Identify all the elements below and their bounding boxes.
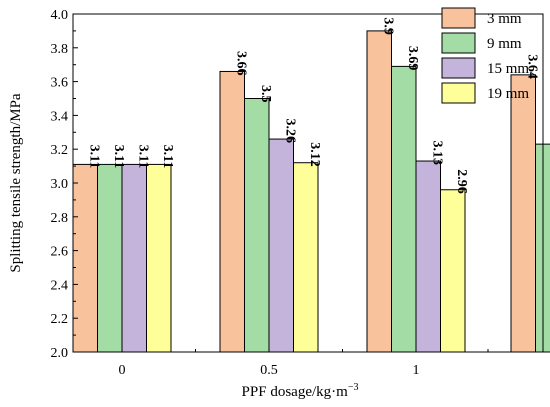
bar-9mm-dosage-0.5	[244, 98, 270, 353]
x-axis-title: PPF dosage/kg·m−3	[242, 382, 359, 400]
bar-3mm-dosage-0.5	[219, 70, 245, 353]
data-label-19mm-dosage-1: 2.96	[454, 169, 469, 194]
data-label-15mm-dosage-0.5: 3.26	[282, 119, 297, 144]
bar-19mm-dosage-0	[146, 163, 172, 353]
bar-19mm-dosage-0.5	[293, 162, 319, 353]
x-axis-title-main: PPF dosage/kg·m	[242, 384, 349, 400]
y-axis: 2.0 2.2 2.4 2.6 2.8 3.0 3.2 3.4 3.6 3.8 4.0	[51, 8, 78, 361]
data-label-3mm-dosage-1: 3.9	[380, 17, 395, 35]
bar-15mm-dosage-1	[415, 160, 441, 353]
y-tick-label: 3.0	[51, 177, 69, 192]
data-label-15mm-dosage-0: 3.11	[135, 145, 150, 169]
data-label-19mm-dosage-0.5: 3.12	[307, 142, 322, 167]
y-axis-title: Splitting tensile strength/MPa	[8, 93, 24, 273]
bar-3mm-dosage-1	[366, 30, 392, 353]
data-label-19mm-dosage-0: 3.11	[160, 145, 175, 169]
data-labels-layer: 3.11 3.11 3.11 3.11 3.66 3.5 3.26 3.12 3.9 3.69 3.…	[86, 17, 550, 194]
legend-swatch-19mm	[441, 82, 476, 104]
data-label-3mm-dosage-0: 3.11	[86, 145, 101, 169]
bar-9mm-dosage-1	[391, 65, 417, 353]
data-label-9mm-dosage-0: 3.11	[111, 145, 126, 169]
bar-3mm-dosage-1.5	[510, 74, 536, 353]
x-tick-label: 0.5	[260, 363, 278, 378]
legend-swatch-3mm	[441, 7, 476, 29]
y-tick-label: 3.2	[51, 143, 69, 158]
bar-15mm-dosage-0.5	[268, 138, 294, 353]
y-tick-label: 2.4	[51, 278, 69, 293]
x-tick-label: 0	[119, 363, 126, 378]
x-axis-title-superscript: −3	[348, 382, 359, 393]
legend-label-19mm: 19 mm	[487, 86, 529, 102]
y-tick-label: 2.0	[51, 346, 69, 361]
bar-19mm-dosage-1	[440, 189, 466, 353]
data-label-9mm-dosage-1.5: 3.23	[549, 124, 550, 149]
legend-swatch-15mm	[441, 57, 476, 79]
y-tick-label: 2.2	[51, 312, 69, 327]
y-tick-label: 2.6	[51, 245, 69, 260]
y-tick-label: 4.0	[51, 8, 69, 23]
legend-label-3mm: 3 mm	[487, 11, 522, 27]
y-tick-label: 2.8	[51, 211, 69, 226]
data-label-3mm-dosage-0.5: 3.66	[233, 51, 248, 76]
legend: 3 mm 9 mm 15 mm 19 mm	[441, 7, 529, 104]
x-tick-label: 1	[413, 363, 420, 378]
data-label-15mm-dosage-1: 3.13	[429, 141, 444, 166]
bar-15mm-dosage-0	[121, 163, 147, 353]
y-tick-label: 3.6	[51, 76, 69, 91]
bar-3mm-dosage-0	[72, 163, 98, 353]
x-axis: 00.511.5	[119, 347, 489, 378]
y-tick-label: 3.8	[51, 42, 69, 57]
bars-layer	[72, 30, 550, 353]
legend-swatch-9mm	[441, 32, 476, 54]
data-label-3mm-dosage-1.5: 3.64	[524, 54, 539, 79]
y-tick-label: 3.4	[51, 109, 69, 124]
data-label-9mm-dosage-1: 3.69	[405, 46, 420, 71]
legend-label-9mm: 9 mm	[487, 36, 522, 52]
data-label-9mm-dosage-0.5: 3.5	[258, 85, 273, 103]
bar-9mm-dosage-0	[97, 163, 123, 353]
legend-label-15mm: 15 mm	[487, 61, 529, 77]
